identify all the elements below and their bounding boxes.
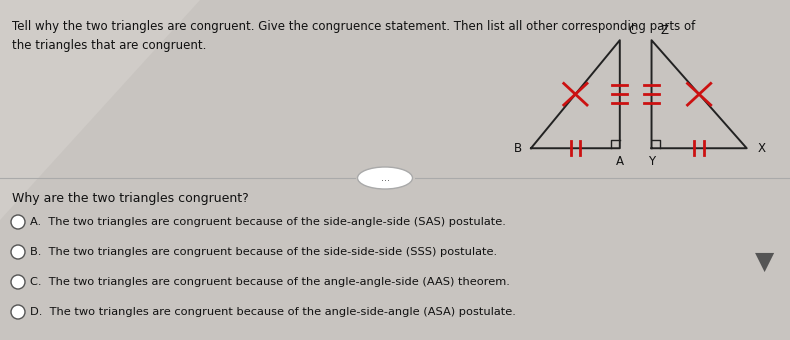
Text: Why are the two triangles congruent?: Why are the two triangles congruent? <box>12 192 249 205</box>
Text: Tell why the two triangles are congruent. Give the congruence statement. Then li: Tell why the two triangles are congruent… <box>12 20 695 52</box>
Text: ▼: ▼ <box>755 250 775 274</box>
Text: A: A <box>616 155 624 169</box>
Text: D.  The two triangles are congruent because of the angle-side-angle (ASA) postul: D. The two triangles are congruent becau… <box>30 307 516 317</box>
Text: B.  The two triangles are congruent because of the side-side-side (SSS) postulat: B. The two triangles are congruent becau… <box>30 247 497 257</box>
Circle shape <box>11 245 25 259</box>
Circle shape <box>11 275 25 289</box>
Ellipse shape <box>358 167 412 189</box>
Text: C.  The two triangles are congruent because of the angle-angle-side (AAS) theore: C. The two triangles are congruent becau… <box>30 277 510 287</box>
Text: X: X <box>758 142 766 155</box>
Text: Y: Y <box>648 155 655 169</box>
Text: B: B <box>514 142 522 155</box>
Circle shape <box>11 215 25 229</box>
Circle shape <box>11 305 25 319</box>
Polygon shape <box>0 0 200 220</box>
Text: C: C <box>628 24 637 37</box>
Text: A.  The two triangles are congruent because of the side-angle-side (SAS) postula: A. The two triangles are congruent becau… <box>30 217 506 227</box>
Text: ...: ... <box>381 173 389 183</box>
Text: Z: Z <box>660 24 668 37</box>
